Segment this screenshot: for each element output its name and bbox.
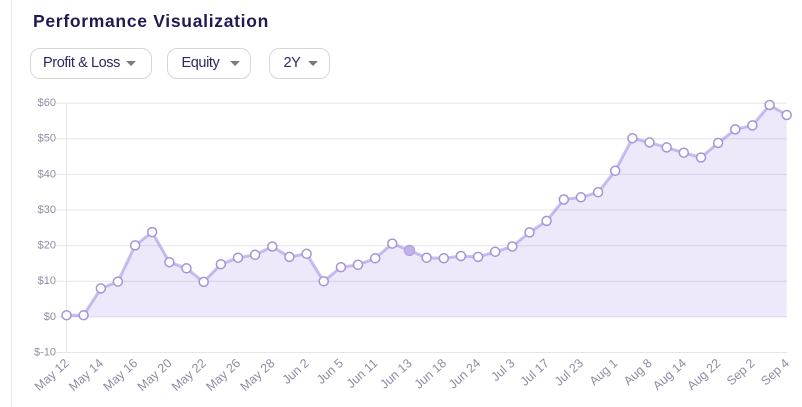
- svg-text:Jun 18: Jun 18: [412, 356, 449, 392]
- svg-text:Jul 3: Jul 3: [489, 356, 518, 384]
- svg-text:$30: $30: [38, 204, 56, 216]
- svg-text:Aug 1: Aug 1: [587, 356, 621, 388]
- svg-text:Jun 11: Jun 11: [344, 356, 381, 391]
- svg-text:May 20: May 20: [135, 356, 175, 394]
- svg-text:May 26: May 26: [203, 356, 243, 394]
- svg-text:$40: $40: [38, 168, 56, 180]
- svg-text:Aug 22: Aug 22: [684, 356, 723, 393]
- svg-text:Jun 24: Jun 24: [446, 356, 483, 392]
- svg-text:$10: $10: [38, 275, 56, 287]
- svg-text:May 22: May 22: [169, 356, 209, 394]
- svg-text:Jul 17: Jul 17: [518, 356, 552, 389]
- svg-text:Jul 23: Jul 23: [552, 356, 586, 389]
- svg-text:Jun 2: Jun 2: [280, 356, 312, 387]
- svg-text:May 28: May 28: [238, 356, 278, 394]
- svg-text:Sep 2: Sep 2: [724, 356, 758, 388]
- svg-text:$-10: $-10: [34, 346, 56, 358]
- svg-text:$50: $50: [38, 133, 56, 145]
- svg-text:May 12: May 12: [32, 356, 72, 394]
- svg-text:$60: $60: [38, 97, 56, 109]
- svg-text:Sep 4: Sep 4: [758, 356, 792, 388]
- svg-text:Jun 5: Jun 5: [314, 356, 346, 387]
- svg-text:May 16: May 16: [100, 356, 140, 394]
- svg-text:Aug 14: Aug 14: [650, 356, 689, 393]
- svg-text:Jun 13: Jun 13: [377, 356, 414, 392]
- svg-text:May 14: May 14: [66, 356, 106, 394]
- svg-text:$20: $20: [38, 240, 56, 252]
- svg-text:$0: $0: [44, 311, 56, 323]
